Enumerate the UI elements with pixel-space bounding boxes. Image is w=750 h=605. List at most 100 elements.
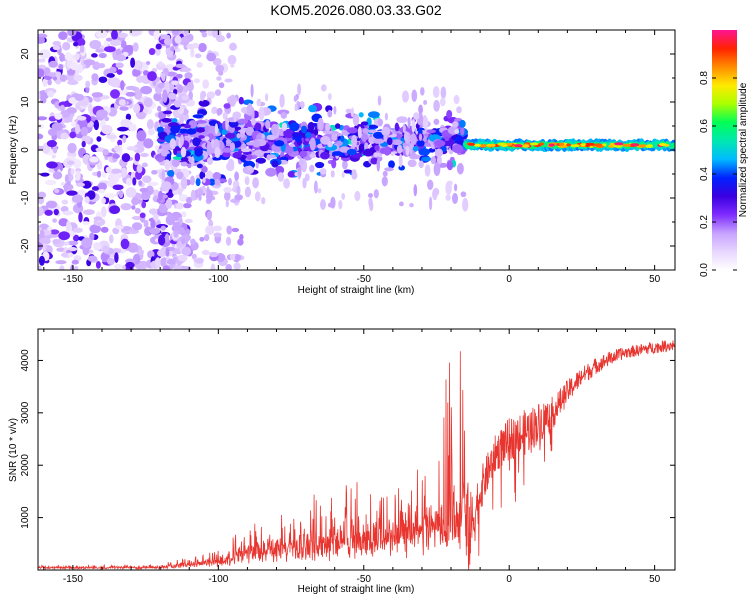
heatmap-blob (51, 122, 64, 132)
heatmap-blob (383, 146, 391, 156)
heatmap-blob (221, 129, 228, 135)
heatmap-blob (177, 84, 184, 94)
heatmap-blob (208, 178, 216, 186)
heatmap-blob (80, 126, 89, 137)
heatmap-blob (372, 138, 385, 144)
heatmap-blob (434, 148, 444, 158)
heatmap-blob (190, 238, 196, 245)
heatmap-blob (165, 247, 170, 257)
heatmap-blob (91, 53, 98, 58)
heatmap-blob (384, 112, 388, 121)
heatmap-blob (343, 169, 353, 174)
heatmap-blob (418, 133, 423, 141)
heatmap-blob (40, 97, 47, 104)
heatmap-blob (66, 190, 78, 196)
heatmap-blob (211, 30, 222, 38)
heatmap-blob (125, 85, 138, 91)
heatmap-blob (261, 134, 265, 139)
heatmap-blob (194, 53, 202, 59)
heatmap-blob (497, 142, 507, 146)
heatmap-blob (320, 151, 330, 160)
heatmap-blob (171, 80, 179, 86)
heatmap-blob (150, 218, 156, 230)
heatmap-blob (325, 122, 331, 133)
heatmap-blob (89, 39, 102, 50)
heatmap-blob (92, 242, 102, 251)
heatmap-blob (115, 225, 124, 230)
heatmap-blob (47, 226, 53, 231)
heatmap-blob (83, 209, 95, 216)
heatmap-blob (138, 249, 145, 255)
heatmap-blob (304, 173, 310, 182)
heatmap-blob (173, 264, 182, 270)
heatmap-blob (62, 41, 71, 51)
heatmap-blob (342, 160, 348, 170)
heatmap-blob (453, 94, 460, 105)
heatmap-blob (42, 78, 48, 87)
heatmap-blob (364, 142, 369, 151)
heatmap-blob (115, 62, 124, 69)
heatmap-blob (299, 101, 305, 109)
spectrogram-x-tick-label: -100 (208, 274, 228, 285)
heatmap-blob (244, 186, 251, 198)
heatmap-blob (106, 73, 115, 78)
heatmap-blob (74, 123, 81, 135)
heatmap-blob (373, 131, 384, 139)
heatmap-blob (46, 161, 58, 169)
heatmap-blob (331, 133, 338, 141)
heatmap-blob (305, 131, 312, 139)
heatmap-blob (424, 164, 431, 177)
heatmap-blob (62, 241, 70, 246)
heatmap-blob (418, 104, 423, 115)
heatmap-blob (183, 30, 189, 36)
heatmap-blob (320, 199, 326, 210)
heatmap-blob (133, 89, 143, 100)
heatmap-blob (102, 245, 110, 254)
heatmap-blob (77, 115, 87, 121)
heatmap-blob (136, 130, 147, 142)
heatmap-blob (109, 234, 114, 244)
heatmap-blob (402, 123, 406, 134)
heatmap-blob (120, 203, 132, 211)
heatmap-blob (44, 179, 57, 186)
heatmap-blob (462, 197, 469, 212)
heatmap-blob (85, 80, 91, 88)
heatmap-blob (411, 89, 418, 102)
heatmap-blob (161, 169, 166, 181)
heatmap-blob (172, 256, 178, 262)
heatmap-blob (155, 257, 161, 268)
heatmap-blob (225, 116, 229, 131)
heatmap-blob (38, 255, 45, 266)
heatmap-blob (190, 47, 195, 58)
heatmap-blob (186, 196, 192, 205)
heatmap-blob (78, 212, 83, 223)
heatmap-blob (396, 116, 408, 123)
colorbar-ticks: 0.0 0.2 0.4 0.6 0.8 (699, 71, 737, 277)
heatmap-blob (521, 144, 530, 148)
heatmap-blob (231, 227, 240, 233)
heatmap-blob (322, 130, 333, 135)
heatmap-blob (198, 99, 210, 107)
heatmap-blob (227, 54, 237, 65)
heatmap-blob (381, 126, 391, 137)
heatmap-blob (367, 111, 380, 118)
heatmap-blob (59, 52, 65, 62)
heatmap-blob (411, 152, 417, 158)
colorbar-tick-label: 0.0 (699, 263, 710, 277)
heatmap-blob (95, 261, 101, 269)
heatmap-blob (125, 91, 136, 97)
heatmap-blob (281, 122, 288, 131)
snr-y-label: SNR (10 * v/v) (8, 418, 19, 482)
heatmap-blob (229, 94, 237, 107)
heatmap-blob (208, 220, 214, 225)
heatmap-blob (206, 189, 213, 203)
heatmap-blob (423, 99, 428, 106)
heatmap-blob (76, 63, 84, 74)
heatmap-blob (118, 99, 126, 106)
heatmap-blob (153, 30, 160, 41)
heatmap-blob (309, 137, 316, 151)
heatmap-blob (447, 180, 453, 186)
snr-x-tick-label: -50 (357, 574, 372, 585)
heatmap-blob (265, 167, 277, 177)
